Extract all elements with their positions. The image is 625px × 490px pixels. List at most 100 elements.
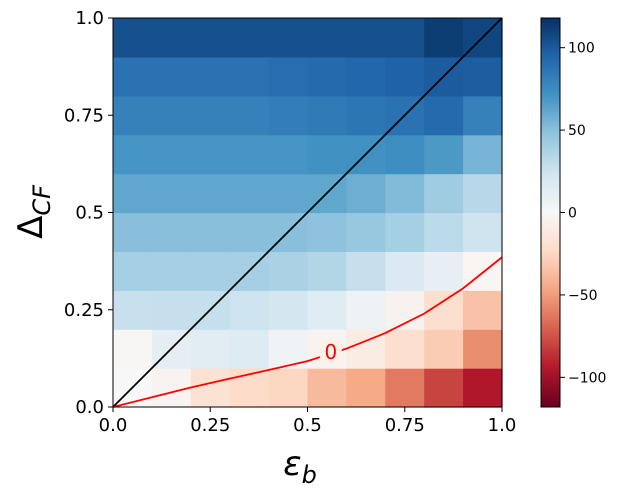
heatmap-cell — [307, 56, 347, 97]
heatmap-cell — [463, 134, 503, 175]
heatmap-cell — [307, 95, 347, 136]
heatmap-cell — [424, 212, 464, 252]
x-axis-label: εb — [283, 444, 317, 489]
heatmap-cell — [385, 56, 425, 97]
heatmap-cell — [424, 251, 464, 291]
heatmap-cell — [113, 95, 153, 136]
heatmap-cell — [268, 18, 309, 58]
heatmap-cell — [268, 173, 309, 214]
heatmap-cell — [113, 134, 153, 175]
x-tick-label: 0.0 — [99, 415, 128, 436]
heatmap-cell — [113, 56, 153, 97]
heatmap-cell — [229, 95, 270, 136]
heatmap-cell — [268, 290, 309, 330]
heatmap-cell — [190, 329, 231, 369]
heatmap-cell — [229, 18, 270, 58]
heatmap-cell — [385, 18, 425, 58]
colorbar — [540, 17, 561, 408]
heatmap-cell — [385, 173, 425, 214]
colorbar-tick-label: 50 — [568, 123, 586, 139]
heatmap-cell — [113, 18, 153, 58]
colorbar-tick-label: −50 — [568, 288, 598, 304]
heatmap-cell — [113, 173, 153, 214]
heatmap-cell — [229, 134, 270, 175]
heatmap-cell — [151, 134, 192, 175]
x-axis-label-main: ε — [283, 444, 301, 484]
heatmap-cell — [463, 212, 503, 252]
chart-lines: 0 — [112, 17, 503, 408]
colorbar-tick-label: 0 — [568, 206, 577, 222]
heatmap-cell — [307, 290, 347, 330]
heatmap-cell — [229, 56, 270, 97]
heatmap-cell — [268, 368, 309, 408]
heatmap-cell — [268, 95, 309, 136]
heatmap-cell — [346, 173, 386, 214]
heatmap-cell — [151, 212, 192, 252]
contour-label-background — [319, 339, 342, 362]
x-axis-ticks: 0.0 0.25 0.5 0.75 1.0 — [99, 407, 517, 436]
heatmap-cell — [113, 212, 153, 252]
heatmap-cell — [346, 18, 386, 58]
heatmap-cell — [307, 251, 347, 291]
heatmap-cell — [151, 290, 192, 330]
heatmap-cell — [346, 251, 386, 291]
heatmap-cell — [151, 56, 192, 97]
heatmap-cell — [307, 212, 347, 252]
heatmap-cell — [346, 56, 386, 97]
colorbar-tick-label: −100 — [568, 370, 606, 386]
contour-label: 0 — [324, 340, 337, 364]
heatmap-cell — [307, 134, 347, 175]
y-axis-label-subscript: CF — [28, 184, 56, 216]
heatmap-cell — [268, 134, 309, 175]
heatmap-cell — [385, 134, 425, 175]
heatmap-cell — [151, 368, 192, 408]
y-tick-label: 0.0 — [75, 397, 104, 418]
y-tick-label: 0.75 — [64, 105, 104, 126]
heatmap-cell — [307, 368, 347, 408]
heatmap-cell — [190, 56, 231, 97]
heatmap-cell — [151, 18, 192, 58]
heatmap-cell — [190, 173, 231, 214]
heatmap-cell — [190, 18, 231, 58]
heatmap-cell — [463, 329, 503, 369]
heatmap-cell — [463, 173, 503, 214]
heatmap-cell — [346, 212, 386, 252]
heatmap-cell — [268, 251, 309, 291]
y-tick-label: 0.5 — [75, 203, 104, 224]
heatmap-cell — [113, 290, 153, 330]
heatmap-cell — [151, 95, 192, 136]
colorbar-tick-label: 100 — [568, 41, 595, 57]
x-axis-label-subscript: b — [302, 461, 317, 489]
heatmap-cell — [424, 173, 464, 214]
y-axis-ticks: 0.0 0.25 0.5 0.75 1.0 — [64, 8, 113, 418]
heatmap-cell — [463, 95, 503, 136]
heatmap-cell — [229, 329, 270, 369]
heatmap-cell — [190, 251, 231, 291]
heatmap-cell — [346, 95, 386, 136]
x-tick-label: 1.0 — [488, 415, 517, 436]
colorbar-ticks: 100 50 0 −50 −100 — [560, 41, 606, 386]
heatmap-cell — [151, 251, 192, 291]
heatmap-cell — [424, 134, 464, 175]
heatmap-cell — [463, 56, 503, 97]
heatmap-cell — [424, 329, 464, 369]
zero-contour-line — [112, 256, 503, 408]
heatmap-cell — [151, 173, 192, 214]
heatmap-cell — [190, 212, 231, 252]
heatmap-cell — [385, 251, 425, 291]
heatmap-cell — [229, 173, 270, 214]
heatmap-cell — [424, 95, 464, 136]
x-tick-label: 0.25 — [190, 415, 230, 436]
heatmap-cell — [346, 368, 386, 408]
y-tick-label: 0.25 — [64, 300, 104, 321]
diagonal-line — [112, 17, 503, 408]
heatmap-cell — [190, 368, 231, 408]
heatmap-cell — [190, 134, 231, 175]
heatmap-cell — [463, 368, 503, 408]
heatmap-cell — [190, 95, 231, 136]
heatmap-cell — [424, 18, 464, 58]
heatmap-cell — [307, 18, 347, 58]
heatmap-cell — [385, 368, 425, 408]
heatmap-cell — [113, 329, 153, 369]
